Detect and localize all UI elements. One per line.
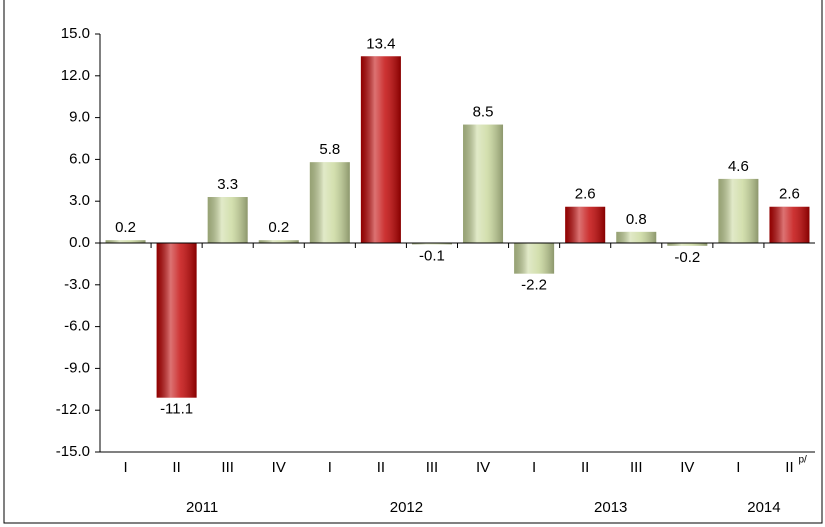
value-label: 0.2 bbox=[268, 219, 289, 236]
year-label: 2012 bbox=[390, 499, 423, 516]
x-tick-label: I bbox=[123, 459, 127, 476]
x-tick-label: III bbox=[221, 459, 234, 476]
bar-shine bbox=[309, 162, 350, 243]
x-tick-label: IV bbox=[476, 459, 490, 476]
value-label: -0.1 bbox=[419, 247, 445, 264]
bar-shine bbox=[616, 231, 657, 243]
y-tick-label: 0.0 bbox=[69, 234, 90, 251]
x-tick-label: I bbox=[328, 459, 332, 476]
bar-shine bbox=[258, 240, 299, 243]
value-label: 3.3 bbox=[217, 176, 238, 193]
bar-shine bbox=[718, 178, 759, 243]
y-tick-label: 9.0 bbox=[69, 109, 90, 126]
y-tick-label: -15.0 bbox=[56, 443, 90, 460]
bar-shine bbox=[360, 56, 401, 243]
x-tick-label: II bbox=[581, 459, 589, 476]
value-label: -2.2 bbox=[521, 277, 547, 294]
y-tick-label: -6.0 bbox=[64, 318, 90, 335]
value-label: 2.6 bbox=[779, 186, 800, 203]
y-tick-label: 3.0 bbox=[69, 192, 90, 209]
x-tick-label: III bbox=[426, 459, 439, 476]
x-tick-label: IV bbox=[272, 459, 286, 476]
year-label: 2011 bbox=[186, 499, 218, 516]
x-tick-label: I bbox=[532, 459, 536, 476]
y-tick-label: -9.0 bbox=[64, 359, 90, 376]
bar-shine bbox=[514, 243, 555, 274]
y-tick-label: -12.0 bbox=[56, 401, 90, 418]
value-label: 0.8 bbox=[626, 211, 647, 228]
bar-shine bbox=[105, 240, 146, 243]
y-tick-label: 15.0 bbox=[61, 25, 90, 42]
chart-frame bbox=[3, 0, 823, 524]
value-label: 0.2 bbox=[115, 219, 136, 236]
y-tick-label: 12.0 bbox=[61, 67, 90, 84]
y-tick-label: 6.0 bbox=[69, 150, 90, 167]
bar-shine bbox=[207, 197, 248, 243]
value-label: 5.8 bbox=[319, 141, 340, 158]
value-label: 4.6 bbox=[728, 158, 749, 175]
annotation: p/ bbox=[798, 455, 807, 466]
value-label: -11.1 bbox=[160, 401, 193, 418]
x-tick-label: IV bbox=[680, 459, 694, 476]
x-tick-label: II bbox=[377, 459, 385, 476]
value-label: 2.6 bbox=[575, 186, 596, 203]
bar-shine bbox=[769, 206, 810, 243]
x-tick-label: II bbox=[785, 459, 793, 476]
year-label: 2013 bbox=[594, 499, 627, 516]
value-label: 13.4 bbox=[366, 35, 395, 52]
x-tick-label: III bbox=[630, 459, 643, 476]
bar-shine bbox=[565, 206, 606, 243]
value-label: 8.5 bbox=[473, 104, 494, 121]
value-label: -0.2 bbox=[674, 249, 700, 266]
bar-shine bbox=[156, 243, 197, 398]
x-tick-label: I bbox=[736, 459, 740, 476]
year-label: 2014 bbox=[747, 499, 780, 516]
x-tick-label: II bbox=[172, 459, 180, 476]
bar-shine bbox=[463, 124, 504, 243]
y-tick-label: -3.0 bbox=[64, 276, 90, 293]
bar-shine bbox=[411, 243, 452, 245]
bar-shine bbox=[667, 243, 708, 246]
